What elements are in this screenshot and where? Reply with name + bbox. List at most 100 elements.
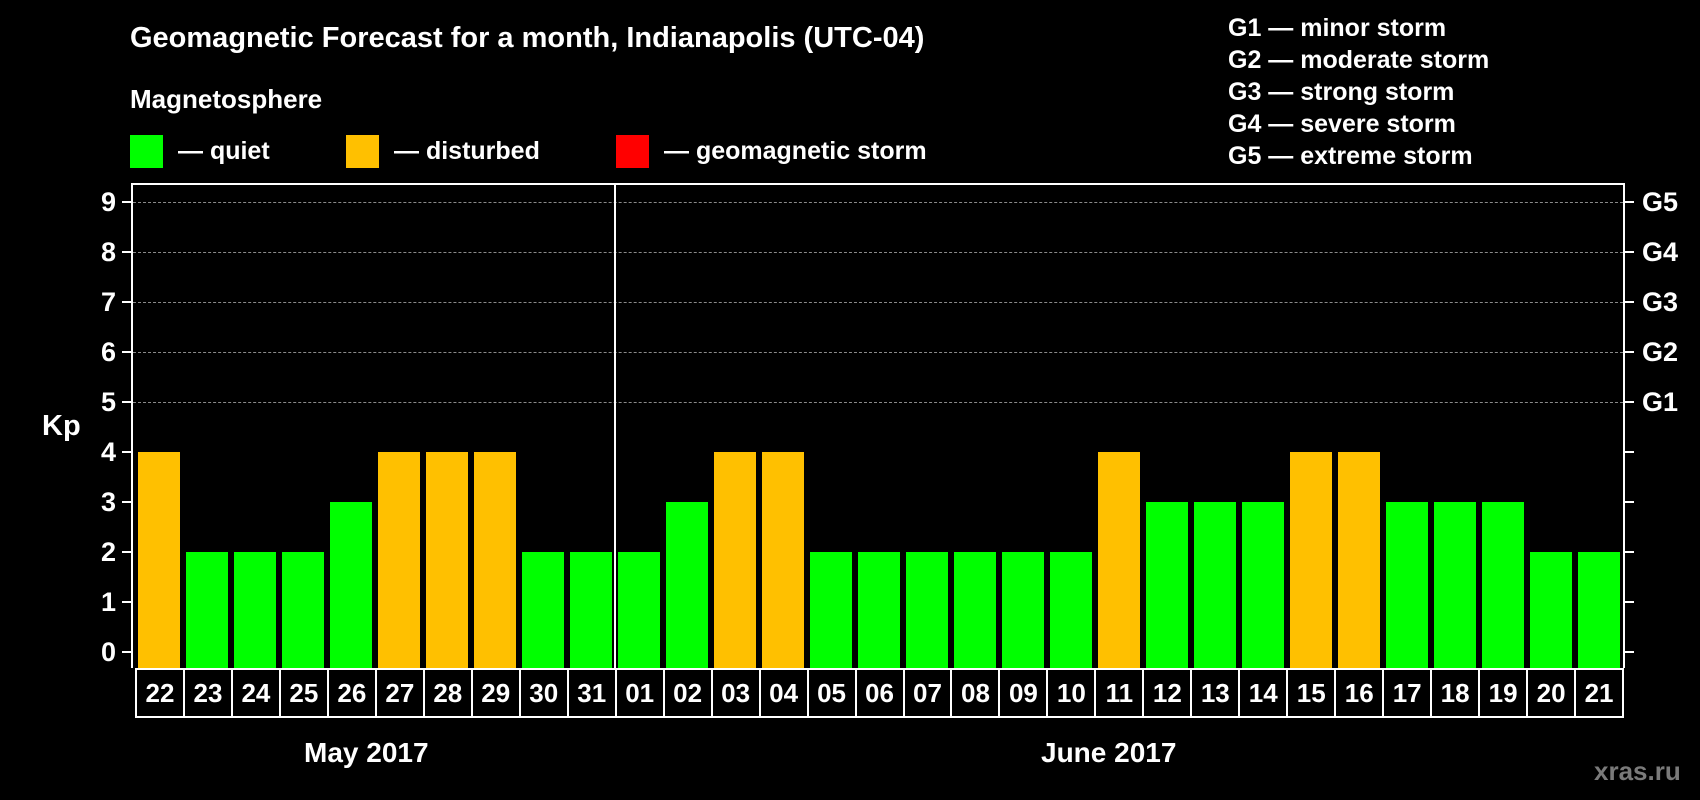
date-label: 18 (1432, 670, 1481, 716)
chart-title: Geomagnetic Forecast for a month, Indian… (130, 22, 925, 54)
date-label: 29 (473, 670, 521, 716)
storm-level-label: G3 (1642, 287, 1679, 317)
storm-level-label: G1 (1642, 387, 1679, 417)
storm-scale-g5: G5 — extreme storm (1228, 142, 1473, 170)
kp-bar (1194, 502, 1236, 668)
month-divider (614, 183, 616, 668)
legend-storm: — geomagnetic storm (616, 135, 927, 168)
kp-bar (618, 552, 660, 668)
y-tick (122, 501, 131, 503)
kp-bar (474, 452, 516, 668)
right-tick (1625, 501, 1634, 503)
legend-quiet-label: — quiet (178, 137, 270, 165)
date-label: 08 (952, 670, 1001, 716)
y-tick-label: 0 (100, 637, 116, 667)
date-label: 13 (1192, 670, 1241, 716)
kp-bar (906, 552, 948, 668)
y-tick (122, 201, 131, 203)
date-label: 11 (1096, 670, 1145, 716)
y-tick (122, 451, 131, 453)
storm-scale-g4: G4 — severe storm (1228, 110, 1456, 138)
kp-bar (954, 552, 996, 668)
y-tick (122, 551, 131, 553)
date-label: 07 (905, 670, 953, 716)
kp-bar (282, 552, 324, 668)
y-tick (122, 351, 131, 353)
grid-line (133, 252, 1623, 253)
kp-bar (186, 552, 228, 668)
kp-bar (522, 552, 564, 668)
date-label: 04 (761, 670, 809, 716)
kp-bar (1578, 552, 1620, 668)
watermark: xras.ru (1594, 756, 1681, 786)
date-axis: 22 23 24 25 26 27 28 29 30 31 01 02 03 04 05 06 07 08 09 10… (135, 668, 1624, 718)
kp-bar (762, 452, 804, 668)
kp-bar (810, 552, 852, 668)
kp-bar (570, 552, 612, 668)
date-label: 06 (857, 670, 905, 716)
month-label-may: May 2017 (304, 737, 429, 768)
quiet-swatch-icon (130, 135, 163, 168)
date-label: 26 (329, 670, 377, 716)
date-label: 25 (281, 670, 329, 716)
date-label: 19 (1480, 670, 1529, 716)
kp-bar (858, 552, 900, 668)
storm-level-label: G2 (1642, 337, 1679, 367)
date-label: 03 (713, 670, 761, 716)
y-tick-label: 8 (100, 237, 116, 267)
y-tick-label: 4 (100, 437, 116, 467)
right-tick (1625, 651, 1634, 653)
grid-line (133, 402, 1623, 403)
grid-line (133, 302, 1623, 303)
right-tick (1625, 351, 1634, 353)
y-tick-label: 1 (100, 587, 116, 617)
legend-disturbed: — disturbed (346, 135, 540, 168)
kp-bar (1338, 452, 1380, 668)
kp-bar (426, 452, 468, 668)
storm-level-label: G4 (1642, 237, 1679, 267)
legend-quiet: — quiet (130, 135, 270, 168)
right-tick (1625, 601, 1634, 603)
y-tick-label: 7 (100, 287, 116, 317)
right-tick (1625, 201, 1634, 203)
legend-storm-label: — geomagnetic storm (664, 137, 927, 165)
kp-bar (714, 452, 756, 668)
date-label: 21 (1584, 678, 1614, 708)
y-tick-label: 6 (100, 337, 116, 367)
kp-bar (330, 502, 372, 668)
kp-bar (378, 452, 420, 668)
grid-line (133, 202, 1623, 203)
y-axis-label: Kp (42, 410, 81, 442)
date-label: 10 (1048, 670, 1097, 716)
kp-bar (1146, 502, 1188, 668)
storm-scale-legend: G1 — minor storm G2 — moderate storm G3 … (1228, 12, 1489, 172)
kp-bar (1290, 452, 1332, 668)
date-label: 15 (1288, 670, 1337, 716)
y-tick (122, 601, 131, 603)
date-label: 28 (425, 670, 473, 716)
disturbed-swatch-icon (346, 135, 379, 168)
kp-bar (1242, 502, 1284, 668)
kp-bar (1530, 552, 1572, 668)
date-label: 05 (809, 670, 857, 716)
y-tick (122, 401, 131, 403)
storm-scale-g2: G2 — moderate storm (1228, 46, 1490, 74)
date-label: 12 (1144, 670, 1193, 716)
date-label: 23 (185, 670, 233, 716)
date-label: 14 (1240, 670, 1289, 716)
month-label-june: June 2017 (1041, 737, 1177, 768)
date-label: 16 (1336, 670, 1385, 716)
kp-bar (234, 552, 276, 668)
kp-bar (1002, 552, 1044, 668)
right-tick (1625, 551, 1634, 553)
date-label: 17 (1384, 670, 1433, 716)
kp-bar (1050, 552, 1092, 668)
date-label: 24 (233, 670, 281, 716)
date-label: 02 (665, 670, 713, 716)
date-label: 20 (1528, 670, 1577, 716)
date-label: 30 (521, 670, 569, 716)
right-tick (1625, 401, 1634, 403)
y-tick-label: 3 (100, 487, 116, 517)
y-tick (122, 251, 131, 253)
kp-bar (666, 502, 708, 668)
